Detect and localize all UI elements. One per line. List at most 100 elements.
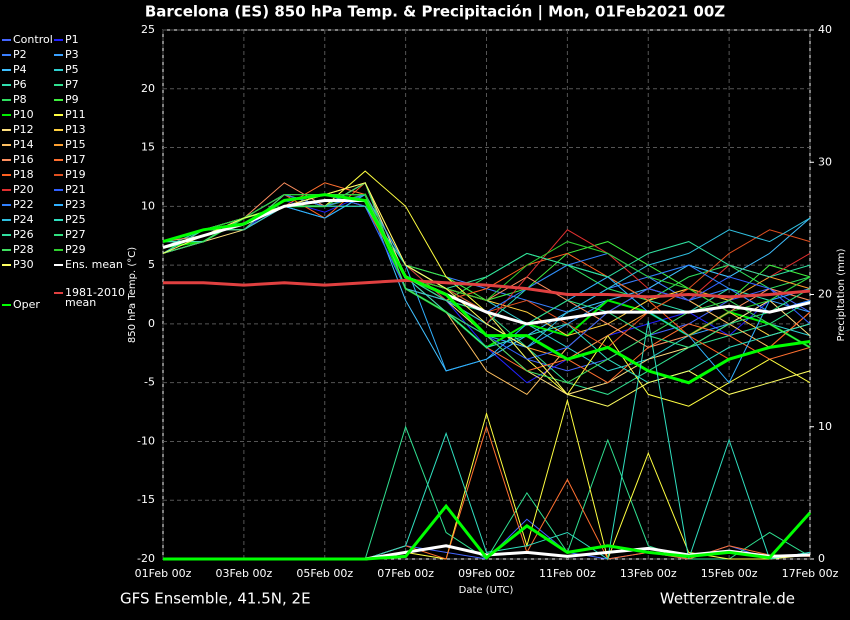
legend-label: P24	[13, 213, 34, 226]
legend-swatch	[2, 304, 11, 306]
legend-swatch	[2, 144, 11, 146]
y2-tick-label: 40	[818, 23, 832, 36]
y2-tick-label: 10	[818, 420, 832, 433]
legend-label: Control	[13, 33, 53, 46]
legend-swatch	[2, 84, 11, 86]
legend-swatch	[2, 219, 11, 221]
legend-swatch	[54, 174, 63, 176]
legend-entry: P2	[2, 48, 27, 61]
legend-swatch	[54, 219, 63, 221]
legend-entry: P7	[54, 78, 79, 91]
precip-line	[163, 503, 812, 561]
legend-swatch	[54, 39, 63, 41]
legend-entry: P15	[54, 139, 86, 150]
legend-swatch	[54, 159, 63, 161]
legend-entry: P9	[54, 93, 79, 106]
legend-entry: Control	[2, 33, 53, 46]
y-tick-label: 10	[141, 199, 155, 212]
legend-entry: P18	[2, 168, 34, 181]
legend-swatch	[54, 99, 63, 101]
legend-label: Oper	[13, 298, 40, 311]
legend-label: P6	[13, 78, 27, 91]
temp-line	[163, 278, 811, 299]
legend-entry: P4	[2, 64, 27, 75]
legend-swatch	[2, 204, 11, 206]
legend-entry: P3	[54, 48, 79, 61]
y-tick-label: 0	[148, 317, 155, 330]
legend-entry: P19	[54, 168, 86, 181]
legend-entry: P11	[54, 108, 86, 121]
y-tick-label: 20	[141, 82, 155, 95]
legend-label: P30	[13, 258, 34, 271]
legend-label: P5	[65, 63, 79, 76]
legend-swatch	[2, 249, 11, 251]
legend-swatch	[54, 144, 63, 146]
legend-swatch	[2, 129, 11, 131]
legend-label: 1981-2010 mean	[65, 286, 125, 309]
legend-label: P18	[13, 168, 34, 181]
legend-entry: P28	[2, 243, 34, 256]
legend-label: P25	[65, 213, 86, 226]
x-tick-label: 13Feb 00z	[620, 567, 677, 580]
legend-entry: P17	[54, 153, 86, 166]
x-tick-label: 05Feb 00z	[296, 567, 353, 580]
x-tick-label: 03Feb 00z	[216, 567, 273, 580]
legend-swatch	[54, 129, 63, 131]
legend-label: P14	[13, 138, 34, 151]
footer-left: GFS Ensemble, 41.5N, 2E	[120, 590, 311, 608]
x-tick-label: 01Feb 00z	[135, 567, 192, 580]
legend-label: P7	[65, 78, 79, 91]
y-tick-label: -10	[137, 434, 155, 447]
x-tick-label: 15Feb 00z	[701, 567, 758, 580]
legend-entry: P13	[54, 123, 86, 136]
legend-swatch	[54, 114, 63, 116]
legend-swatch	[54, 292, 63, 294]
legend-label: P28	[13, 243, 34, 256]
legend-swatch	[2, 174, 11, 176]
footer-right: Wetterzentrale.de	[660, 590, 795, 608]
legend-label: P17	[65, 153, 86, 166]
legend-swatch	[54, 264, 63, 266]
legend-label: P27	[65, 228, 86, 241]
legend-swatch	[2, 264, 11, 266]
legend-swatch	[2, 234, 11, 236]
legend-label: P19	[65, 168, 86, 181]
legend-label: P11	[65, 108, 86, 121]
legend-label: P21	[65, 183, 86, 196]
legend-label: P29	[65, 243, 86, 256]
y-tick-label: 25	[141, 23, 155, 36]
legend-swatch	[54, 84, 63, 86]
legend-label: P1	[65, 33, 79, 46]
legend-label: P2	[13, 48, 27, 61]
legend-label: P3	[65, 48, 79, 61]
legend-entry: P14	[2, 138, 34, 151]
legend-entry: P29	[54, 243, 86, 256]
legend-label: P9	[65, 93, 79, 106]
legend-entry: P23	[54, 199, 86, 210]
legend-swatch	[2, 69, 11, 71]
legend-entry: P22	[2, 199, 34, 210]
y2-tick-label: 0	[818, 552, 825, 565]
legend-entry: Oper	[2, 298, 40, 311]
legend-entry: 1981-2010 mean	[54, 286, 129, 309]
legend-swatch	[54, 204, 63, 206]
legend-entry: P10	[2, 108, 34, 121]
legend-label: P13	[65, 123, 86, 136]
x-tick-label: 11Feb 00z	[539, 567, 596, 580]
legend-entry: P27	[54, 228, 86, 241]
legend-label: P10	[13, 108, 34, 121]
legend-swatch	[2, 189, 11, 191]
legend-label: P16	[13, 153, 34, 166]
legend-swatch	[2, 39, 11, 41]
legend-entry: P26	[2, 229, 34, 240]
y-tick-label: -20	[137, 552, 155, 565]
legend-swatch	[54, 234, 63, 236]
y-tick-label: 15	[141, 141, 155, 154]
legend-entry: P5	[54, 63, 79, 76]
y-axis-label: 850 hPa Temp. (°C)	[127, 247, 138, 343]
legend-swatch	[2, 159, 11, 161]
legend-swatch	[54, 69, 63, 71]
y-tick-label: -5	[144, 376, 155, 389]
